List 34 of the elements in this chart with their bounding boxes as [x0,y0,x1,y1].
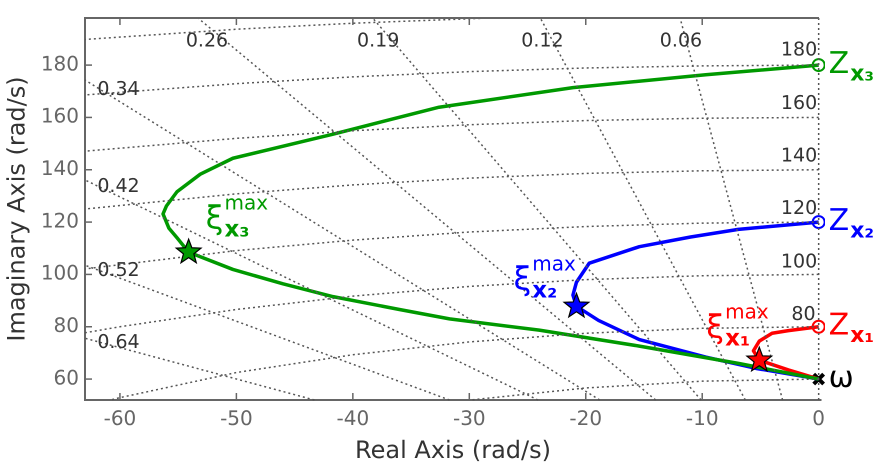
y-tick-label: 100 [40,260,79,285]
x-tick-label: -30 [452,406,486,430]
x-tick-label: -50 [220,406,253,430]
annotation: 100 [780,250,818,272]
annotation: 0.12 [521,29,564,52]
x-tick-label: -20 [569,406,602,430]
series-label: ω [828,360,854,395]
annotation: 0.64 [97,330,140,353]
y-tick-label: 120 [40,208,79,232]
point [746,346,772,372]
y-axis-title: Imaginary Axis (rad/s) [2,76,31,342]
x-tick-label: 0 [812,406,826,430]
annotation: 0.26 [186,29,228,52]
y-tick-label: 180 [40,51,79,76]
y-tick-label: 60 [54,365,79,390]
x-tick-label: -10 [686,406,719,430]
point [563,292,590,318]
annotation: 0.06 [660,29,702,52]
annotation: 180 [780,38,818,61]
annotation: 140 [780,144,818,167]
y-tick-label: 140 [40,156,79,180]
annotation: 0.19 [357,29,400,52]
annotation: 0.52 [97,259,140,282]
x-tick-label: -60 [104,406,136,430]
annotation: 80 [791,302,816,325]
annotation: 0.34 [97,78,140,100]
x-tick-label: -40 [336,406,370,430]
x-axis-title: Real Axis (rad/s) [355,436,551,464]
point [176,238,202,264]
y-tick-label: 160 [40,104,79,128]
annotation: 120 [780,197,818,220]
y-tick-label: 80 [54,312,79,337]
annotation: 0.42 [97,175,140,198]
annotation: 160 [780,92,818,114]
